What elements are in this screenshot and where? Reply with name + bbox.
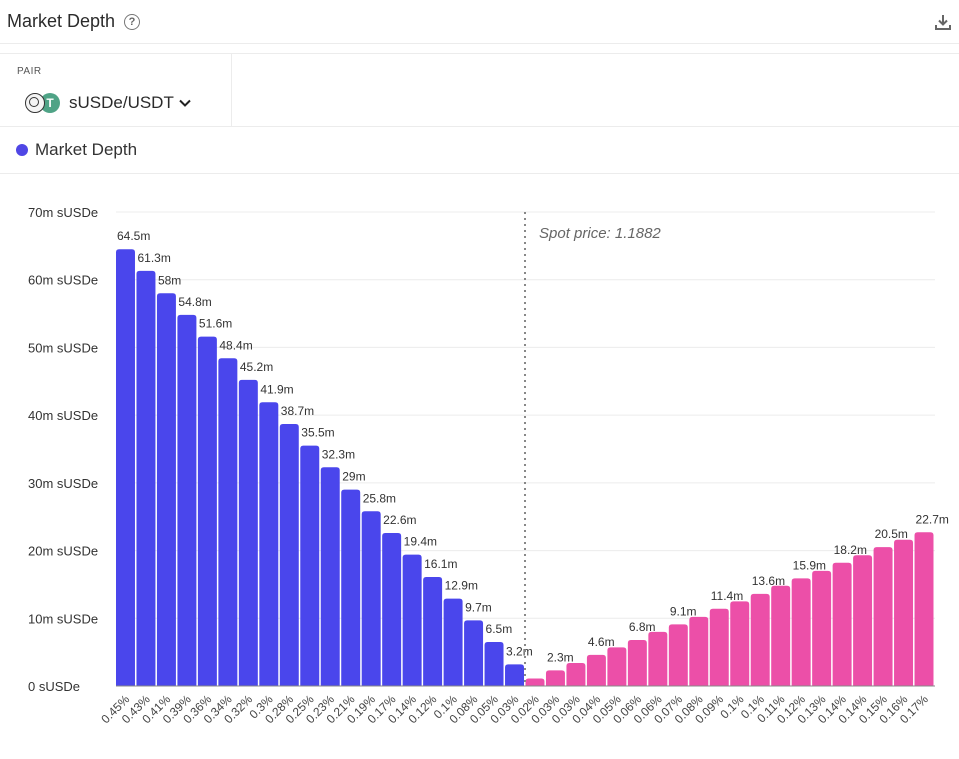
y-tick-label: 50m sUSDe — [28, 340, 98, 355]
bid-bar — [279, 423, 299, 686]
data-label: 13.6m — [752, 574, 785, 588]
question-circle-icon[interactable]: ? — [124, 13, 141, 30]
data-label: 6.8m — [629, 620, 656, 634]
ask-bar — [914, 532, 934, 686]
data-label: 9.1m — [670, 604, 697, 618]
bid-bar — [238, 379, 258, 686]
data-label: 15.9m — [793, 558, 826, 572]
bid-bar — [259, 402, 279, 686]
data-label: 32.3m — [322, 447, 355, 461]
bid-bar — [218, 358, 238, 686]
ask-bar — [873, 547, 893, 686]
data-label: 16.1m — [424, 557, 457, 571]
data-label: 58m — [158, 273, 181, 287]
ask-bar — [771, 585, 791, 686]
data-label: 54.8m — [178, 295, 211, 309]
download-icon[interactable] — [933, 12, 953, 32]
bid-bar — [443, 598, 463, 686]
bid-bar — [361, 511, 381, 686]
ask-bar — [525, 678, 545, 686]
data-label: 48.4m — [219, 338, 252, 352]
ask-bar — [627, 639, 647, 686]
bid-bar — [136, 270, 156, 686]
data-label: 51.6m — [199, 317, 232, 331]
pair-dropdown[interactable]: T sUSDe/USDT — [25, 90, 191, 116]
y-tick-label: 60m sUSDe — [28, 273, 98, 288]
data-label: 19.4m — [404, 535, 437, 549]
divider — [0, 173, 959, 174]
data-label: 38.7m — [281, 404, 314, 418]
bid-bar — [300, 445, 320, 686]
data-label: 61.3m — [137, 251, 170, 265]
header: Market Depth ? — [0, 0, 959, 44]
ask-bar — [648, 631, 668, 686]
ask-bar — [750, 593, 770, 686]
bid-bar — [402, 554, 422, 686]
data-label: 12.9m — [445, 579, 478, 593]
ask-bar — [832, 562, 852, 686]
ask-bar — [586, 654, 606, 686]
data-label: 18.2m — [834, 543, 867, 557]
ask-bar — [791, 578, 811, 686]
bid-bar — [156, 293, 176, 686]
y-tick-label: 30m sUSDe — [28, 476, 98, 491]
bid-bar — [484, 641, 504, 686]
data-label: 35.5m — [301, 426, 334, 440]
market-depth-chart: 0 sUSDe 10m sUSDe 20m sUSDe 30m sUSDe 40m sU… — [28, 205, 949, 726]
data-label: 20.5m — [875, 527, 908, 541]
ask-bar — [812, 570, 832, 686]
bid-bar — [197, 336, 217, 686]
bid-bar — [423, 576, 443, 686]
data-label: 9.7m — [465, 600, 492, 614]
y-tick-label: 10m sUSDe — [28, 611, 98, 626]
bid-bar — [116, 249, 135, 686]
data-label: 64.5m — [117, 229, 150, 243]
data-label: 3.2m — [506, 644, 533, 658]
ask-bar — [730, 601, 750, 686]
legend-dot — [16, 144, 28, 156]
data-label: 2.3m — [547, 650, 574, 664]
ask-bar — [709, 608, 729, 686]
bid-bar — [464, 620, 484, 686]
ask-bar — [853, 555, 873, 686]
data-label: 22.6m — [383, 513, 416, 527]
data-label: 45.2m — [240, 360, 273, 374]
ask-bar — [668, 624, 688, 686]
data-label: 41.9m — [260, 382, 293, 396]
spot-price-label: Spot price: 1.1882 — [539, 225, 661, 242]
data-label: 11.4m — [711, 589, 743, 603]
chart-legend[interactable]: Market Depth — [16, 140, 137, 160]
susde-token-icon — [25, 93, 45, 113]
y-tick-label: 70m sUSDe — [28, 205, 98, 220]
chevron-down-icon — [179, 99, 191, 107]
bid-bar — [177, 314, 197, 686]
pair-label: PAIR — [17, 66, 42, 77]
data-label: 22.7m — [916, 512, 949, 526]
bid-bar — [341, 489, 361, 686]
y-tick-label: 40m sUSDe — [28, 408, 98, 423]
usdt-token-icon: T — [40, 93, 60, 113]
ask-bar — [689, 616, 709, 686]
page-title: Market Depth — [7, 11, 116, 31]
pair-selector-panel: PAIR T sUSDe/USDT — [0, 54, 232, 126]
data-label: 4.6m — [588, 635, 615, 649]
y-tick-label: 20m sUSDe — [28, 544, 98, 559]
ask-bar — [566, 662, 586, 686]
data-label: 6.5m — [486, 622, 513, 636]
legend-label: Market Depth — [35, 140, 138, 159]
pair-value: sUSDe/USDT — [69, 93, 174, 112]
data-label: 29m — [342, 470, 365, 484]
y-tick-label: 0 sUSDe — [28, 679, 80, 694]
bid-bar — [505, 664, 524, 686]
ask-bar — [607, 647, 627, 686]
bid-bar — [320, 467, 340, 686]
divider — [0, 126, 959, 127]
data-label: 25.8m — [363, 491, 396, 505]
ask-bar — [545, 670, 565, 686]
bid-bar — [382, 532, 402, 686]
divider — [0, 53, 959, 54]
ask-bar — [894, 539, 914, 686]
